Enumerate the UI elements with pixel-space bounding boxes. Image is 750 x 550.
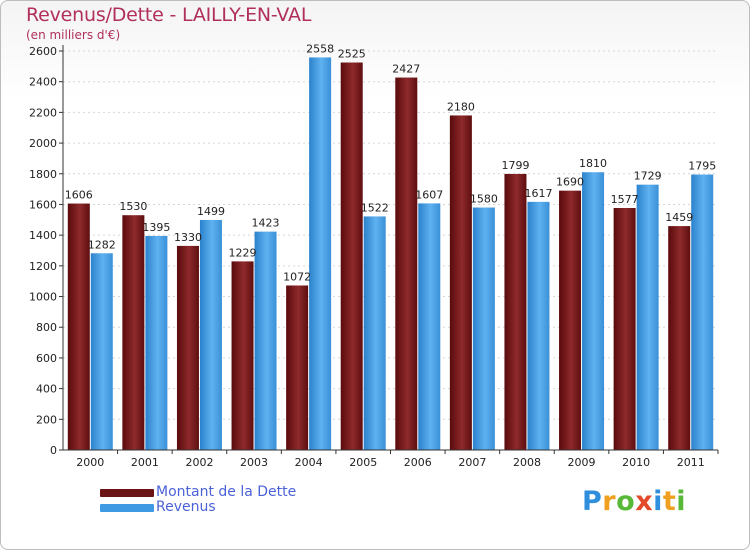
x-tick-label: 2011	[677, 456, 705, 469]
bar-dette-2001	[122, 215, 145, 450]
bar-revenus-2000	[90, 253, 113, 450]
y-tick-label: 1600	[29, 198, 57, 211]
label-revenus-2009: 1810	[579, 157, 607, 170]
legend: Montant de la Dette Revenus	[100, 485, 296, 515]
bar-revenus-2006	[418, 203, 441, 450]
logo-letter: i	[676, 486, 687, 517]
x-tick-label: 2003	[240, 456, 268, 469]
x-tick-label: 2004	[295, 456, 323, 469]
x-tick-label: 2005	[349, 456, 377, 469]
logo-letter: r	[602, 486, 617, 517]
chart-title: Revenus/Dette - LAILLY-EN-VAL	[26, 4, 312, 26]
label-revenus-2003: 1423	[252, 217, 280, 230]
label-revenus-2004: 2558	[306, 42, 334, 55]
x-tick-label: 2008	[513, 456, 541, 469]
bar-revenus-2004	[309, 57, 332, 451]
legend-item-dette: Montant de la Dette	[100, 485, 296, 500]
axes: 0 200 400 600 800 1000 1200 1400 1600 1800 2000 220…	[29, 45, 719, 469]
legend-swatch-dette	[100, 488, 154, 497]
value-labels: 1606 1282 1530 1395 1330 1499 1229 1423 1072 2558…	[65, 42, 716, 283]
x-tick-label: 2007	[458, 456, 486, 469]
y-tick-label: 800	[36, 321, 57, 334]
bars	[67, 57, 714, 451]
x-tick-label: 2010	[622, 456, 650, 469]
y-tick-label: 2600	[29, 45, 57, 58]
label-dette-2011: 1459	[665, 211, 693, 224]
chart-subtitle: (en milliers d'€)	[26, 28, 121, 42]
label-revenus-2000: 1282	[88, 238, 116, 251]
bar-dette-2000	[67, 203, 90, 450]
label-dette-2004: 1072	[283, 270, 311, 283]
label-dette-2003: 1229	[229, 246, 257, 259]
y-tick-label: 2200	[29, 106, 57, 119]
bar-revenus-2007	[472, 207, 495, 450]
grid	[63, 50, 718, 451]
proxiti-logo: Proxiti	[582, 486, 686, 517]
legend-label-dette: Montant de la Dette	[156, 484, 297, 500]
logo-letter: i	[653, 486, 663, 517]
logo-letter: P	[582, 486, 603, 517]
bar-dette-2006	[395, 77, 418, 451]
legend-item-revenus: Revenus	[100, 500, 296, 515]
x-tick-label: 2000	[76, 456, 104, 469]
y-tick-label: 200	[36, 413, 57, 426]
bar-revenus-2003	[254, 231, 277, 450]
label-revenus-2010: 1729	[634, 170, 662, 183]
label-revenus-2007: 1580	[470, 193, 498, 206]
legend-label-revenus: Revenus	[156, 499, 216, 515]
label-revenus-2002: 1499	[197, 205, 225, 218]
x-tick-label: 2001	[131, 456, 159, 469]
label-revenus-2008: 1617	[524, 187, 552, 200]
y-tick-label: 1800	[29, 168, 57, 181]
logo-letter: t	[662, 486, 677, 517]
bar-revenus-2008	[527, 201, 550, 450]
label-revenus-2005: 1522	[361, 201, 389, 214]
label-dette-2010: 1577	[611, 193, 639, 206]
bar-dette-2010	[613, 207, 636, 450]
label-dette-2000: 1606	[65, 189, 93, 202]
y-tick-label: 1200	[29, 260, 57, 273]
bar-dette-2009	[559, 190, 582, 450]
y-tick-label: 1000	[29, 291, 57, 304]
y-tick-label: 400	[36, 383, 57, 396]
label-revenus-2006: 1607	[415, 188, 443, 201]
y-tick-label: 2000	[29, 137, 57, 150]
label-dette-2007: 2180	[447, 100, 475, 113]
x-tick-label: 2009	[568, 456, 596, 469]
y-tick-label: 0	[50, 444, 57, 457]
label-dette-2002: 1330	[174, 231, 202, 244]
bar-revenus-2005	[363, 216, 386, 450]
x-tick-label: 2006	[404, 456, 432, 469]
bar-dette-2008	[504, 173, 527, 450]
label-dette-2005: 2525	[338, 48, 366, 61]
y-tick-label: 2400	[29, 76, 57, 89]
label-revenus-2001: 1395	[142, 221, 170, 234]
label-revenus-2011: 1795	[688, 160, 716, 173]
bar-revenus-2002	[199, 219, 222, 450]
bar-revenus-2010	[636, 184, 659, 451]
logo-letter: x	[635, 486, 654, 517]
bar-dette-2004	[286, 285, 309, 450]
label-dette-2006: 2427	[392, 63, 420, 76]
bar-revenus-2001	[145, 235, 168, 450]
bar-dette-2002	[176, 245, 199, 450]
label-dette-2009: 1690	[556, 176, 584, 189]
bar-revenus-2011	[691, 174, 714, 450]
y-tick-label: 1400	[29, 229, 57, 242]
bar-dette-2005	[340, 62, 363, 451]
y-tick-label: 600	[36, 352, 57, 365]
bar-dette-2011	[668, 226, 691, 450]
x-tick-label: 2002	[185, 456, 213, 469]
logo-letter: o	[616, 486, 636, 517]
label-dette-2008: 1799	[501, 159, 529, 172]
bar-dette-2003	[231, 261, 254, 450]
bar-revenus-2009	[582, 172, 605, 450]
legend-swatch-revenus	[100, 503, 154, 512]
label-dette-2001: 1530	[119, 200, 147, 213]
bar-dette-2007	[449, 115, 472, 450]
